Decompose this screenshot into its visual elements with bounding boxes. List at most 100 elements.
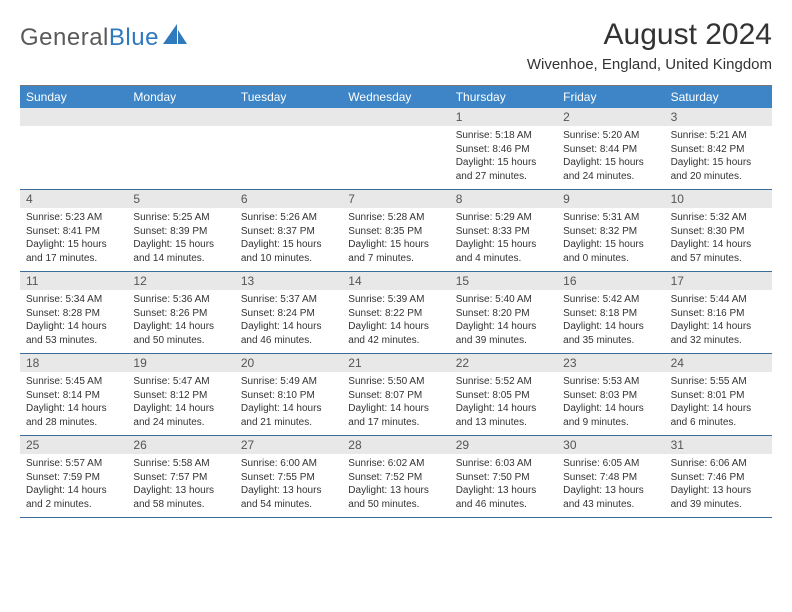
day-number: 31 (665, 436, 772, 454)
day-cell: Sunrise: 5:26 AM Sunset: 8:37 PM Dayligh… (235, 208, 342, 271)
day-number: 16 (557, 272, 664, 290)
day-number: 22 (450, 354, 557, 372)
day-number: 13 (235, 272, 342, 290)
day-number (342, 108, 449, 126)
day-cell: Sunrise: 5:34 AM Sunset: 8:28 PM Dayligh… (20, 290, 127, 353)
weekday-header: Tuesday (235, 86, 342, 108)
day-number: 21 (342, 354, 449, 372)
location-text: Wivenhoe, England, United Kingdom (527, 56, 772, 73)
day-cell: Sunrise: 5:31 AM Sunset: 8:32 PM Dayligh… (557, 208, 664, 271)
day-number: 26 (127, 436, 234, 454)
day-cell: Sunrise: 6:03 AM Sunset: 7:50 PM Dayligh… (450, 454, 557, 517)
day-cell: Sunrise: 5:45 AM Sunset: 8:14 PM Dayligh… (20, 372, 127, 435)
day-cell (342, 126, 449, 189)
day-cell: Sunrise: 5:57 AM Sunset: 7:59 PM Dayligh… (20, 454, 127, 517)
day-cell: Sunrise: 5:49 AM Sunset: 8:10 PM Dayligh… (235, 372, 342, 435)
week-body-row: Sunrise: 5:23 AM Sunset: 8:41 PM Dayligh… (20, 208, 772, 271)
day-cell: Sunrise: 6:05 AM Sunset: 7:48 PM Dayligh… (557, 454, 664, 517)
day-cell (127, 126, 234, 189)
day-cell: Sunrise: 5:44 AM Sunset: 8:16 PM Dayligh… (665, 290, 772, 353)
daynum-row: 18192021222324 (20, 354, 772, 372)
brand-part2: Blue (109, 24, 159, 51)
week-body-row: Sunrise: 5:18 AM Sunset: 8:46 PM Dayligh… (20, 126, 772, 189)
day-number: 17 (665, 272, 772, 290)
day-number: 9 (557, 190, 664, 208)
day-number: 27 (235, 436, 342, 454)
day-number: 28 (342, 436, 449, 454)
day-number: 24 (665, 354, 772, 372)
day-cell: Sunrise: 5:42 AM Sunset: 8:18 PM Dayligh… (557, 290, 664, 353)
day-cell: Sunrise: 5:25 AM Sunset: 8:39 PM Dayligh… (127, 208, 234, 271)
day-cell: Sunrise: 6:00 AM Sunset: 7:55 PM Dayligh… (235, 454, 342, 517)
day-cell: Sunrise: 5:32 AM Sunset: 8:30 PM Dayligh… (665, 208, 772, 271)
day-number: 25 (20, 436, 127, 454)
day-number: 12 (127, 272, 234, 290)
brand-text: GeneralBlue (20, 24, 159, 52)
day-number: 1 (450, 108, 557, 126)
day-cell: Sunrise: 5:20 AM Sunset: 8:44 PM Dayligh… (557, 126, 664, 189)
day-cell: Sunrise: 5:21 AM Sunset: 8:42 PM Dayligh… (665, 126, 772, 189)
day-number: 2 (557, 108, 664, 126)
week-body-row: Sunrise: 5:34 AM Sunset: 8:28 PM Dayligh… (20, 290, 772, 353)
daynum-row: 25262728293031 (20, 436, 772, 454)
day-number: 23 (557, 354, 664, 372)
day-cell: Sunrise: 5:58 AM Sunset: 7:57 PM Dayligh… (127, 454, 234, 517)
day-number: 14 (342, 272, 449, 290)
weekday-header: Sunday (20, 86, 127, 108)
day-number: 30 (557, 436, 664, 454)
brand-logo: GeneralBlue (20, 18, 189, 52)
brand-sail-icon (163, 24, 189, 49)
day-cell: Sunrise: 5:55 AM Sunset: 8:01 PM Dayligh… (665, 372, 772, 435)
weekday-header: Saturday (665, 86, 772, 108)
weekday-header: Thursday (450, 86, 557, 108)
day-number: 8 (450, 190, 557, 208)
daynum-row: 123 (20, 108, 772, 126)
day-cell: Sunrise: 5:52 AM Sunset: 8:05 PM Dayligh… (450, 372, 557, 435)
month-title: August 2024 (527, 18, 772, 52)
day-cell: Sunrise: 5:39 AM Sunset: 8:22 PM Dayligh… (342, 290, 449, 353)
day-number: 10 (665, 190, 772, 208)
day-cell: Sunrise: 5:40 AM Sunset: 8:20 PM Dayligh… (450, 290, 557, 353)
day-cell: Sunrise: 6:06 AM Sunset: 7:46 PM Dayligh… (665, 454, 772, 517)
week-body-row: Sunrise: 5:57 AM Sunset: 7:59 PM Dayligh… (20, 454, 772, 517)
day-cell: Sunrise: 5:53 AM Sunset: 8:03 PM Dayligh… (557, 372, 664, 435)
day-cell: Sunrise: 5:37 AM Sunset: 8:24 PM Dayligh… (235, 290, 342, 353)
day-number: 18 (20, 354, 127, 372)
day-cell: Sunrise: 5:29 AM Sunset: 8:33 PM Dayligh… (450, 208, 557, 271)
day-number: 3 (665, 108, 772, 126)
weeks-container: 123Sunrise: 5:18 AM Sunset: 8:46 PM Dayl… (20, 108, 772, 518)
day-number (127, 108, 234, 126)
day-number: 5 (127, 190, 234, 208)
weekday-header: Friday (557, 86, 664, 108)
weekday-header: Wednesday (342, 86, 449, 108)
day-number: 6 (235, 190, 342, 208)
brand-part1: General (20, 24, 109, 51)
day-number: 4 (20, 190, 127, 208)
day-number (235, 108, 342, 126)
day-number: 19 (127, 354, 234, 372)
day-number: 11 (20, 272, 127, 290)
week-body-row: Sunrise: 5:45 AM Sunset: 8:14 PM Dayligh… (20, 372, 772, 435)
day-cell (20, 126, 127, 189)
day-number: 15 (450, 272, 557, 290)
calendar: SundayMondayTuesdayWednesdayThursdayFrid… (20, 85, 772, 518)
week-divider (20, 517, 772, 518)
day-cell: Sunrise: 5:36 AM Sunset: 8:26 PM Dayligh… (127, 290, 234, 353)
day-cell: Sunrise: 5:28 AM Sunset: 8:35 PM Dayligh… (342, 208, 449, 271)
weekday-header-row: SundayMondayTuesdayWednesdayThursdayFrid… (20, 86, 772, 108)
weekday-header: Monday (127, 86, 234, 108)
day-cell: Sunrise: 6:02 AM Sunset: 7:52 PM Dayligh… (342, 454, 449, 517)
header: GeneralBlue August 2024 Wivenhoe, Englan… (20, 18, 772, 73)
day-number: 7 (342, 190, 449, 208)
day-number: 29 (450, 436, 557, 454)
day-cell: Sunrise: 5:50 AM Sunset: 8:07 PM Dayligh… (342, 372, 449, 435)
title-block: August 2024 Wivenhoe, England, United Ki… (527, 18, 772, 73)
day-cell: Sunrise: 5:18 AM Sunset: 8:46 PM Dayligh… (450, 126, 557, 189)
day-cell: Sunrise: 5:23 AM Sunset: 8:41 PM Dayligh… (20, 208, 127, 271)
day-number: 20 (235, 354, 342, 372)
daynum-row: 11121314151617 (20, 272, 772, 290)
day-cell: Sunrise: 5:47 AM Sunset: 8:12 PM Dayligh… (127, 372, 234, 435)
daynum-row: 45678910 (20, 190, 772, 208)
day-cell (235, 126, 342, 189)
day-number (20, 108, 127, 126)
